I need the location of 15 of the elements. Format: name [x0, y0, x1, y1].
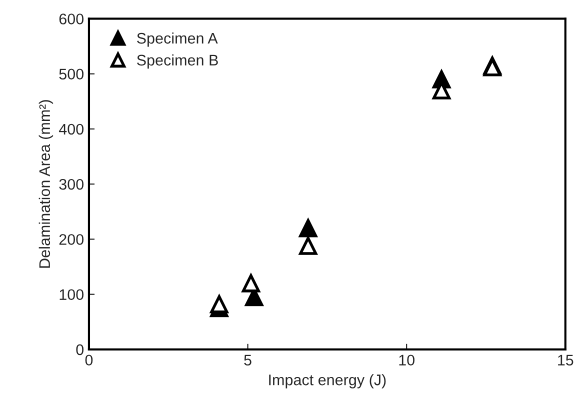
x-tick-label: 5 — [244, 354, 252, 366]
y-tick-label: 200 — [59, 234, 84, 245]
y-tick-label: 300 — [59, 178, 84, 190]
y-tick-label: 500 — [59, 68, 84, 80]
x-tick-label: 0 — [85, 354, 93, 366]
legend-label: Specimen A — [137, 32, 218, 47]
x-tick-label: 10 — [399, 354, 414, 366]
x-axis-title: Impact energy (J) — [269, 374, 386, 388]
y-axis-title: Delamination Area (mm²) — [38, 100, 54, 268]
y-tick-label: 0 — [76, 344, 84, 356]
x-tick-label: 15 — [558, 354, 574, 366]
y-tick-label: 100 — [60, 289, 84, 300]
legend-label: Specimen B — [137, 54, 218, 69]
y-tick-label: 600 — [59, 14, 84, 24]
y-tick-label: 400 — [58, 124, 84, 135]
